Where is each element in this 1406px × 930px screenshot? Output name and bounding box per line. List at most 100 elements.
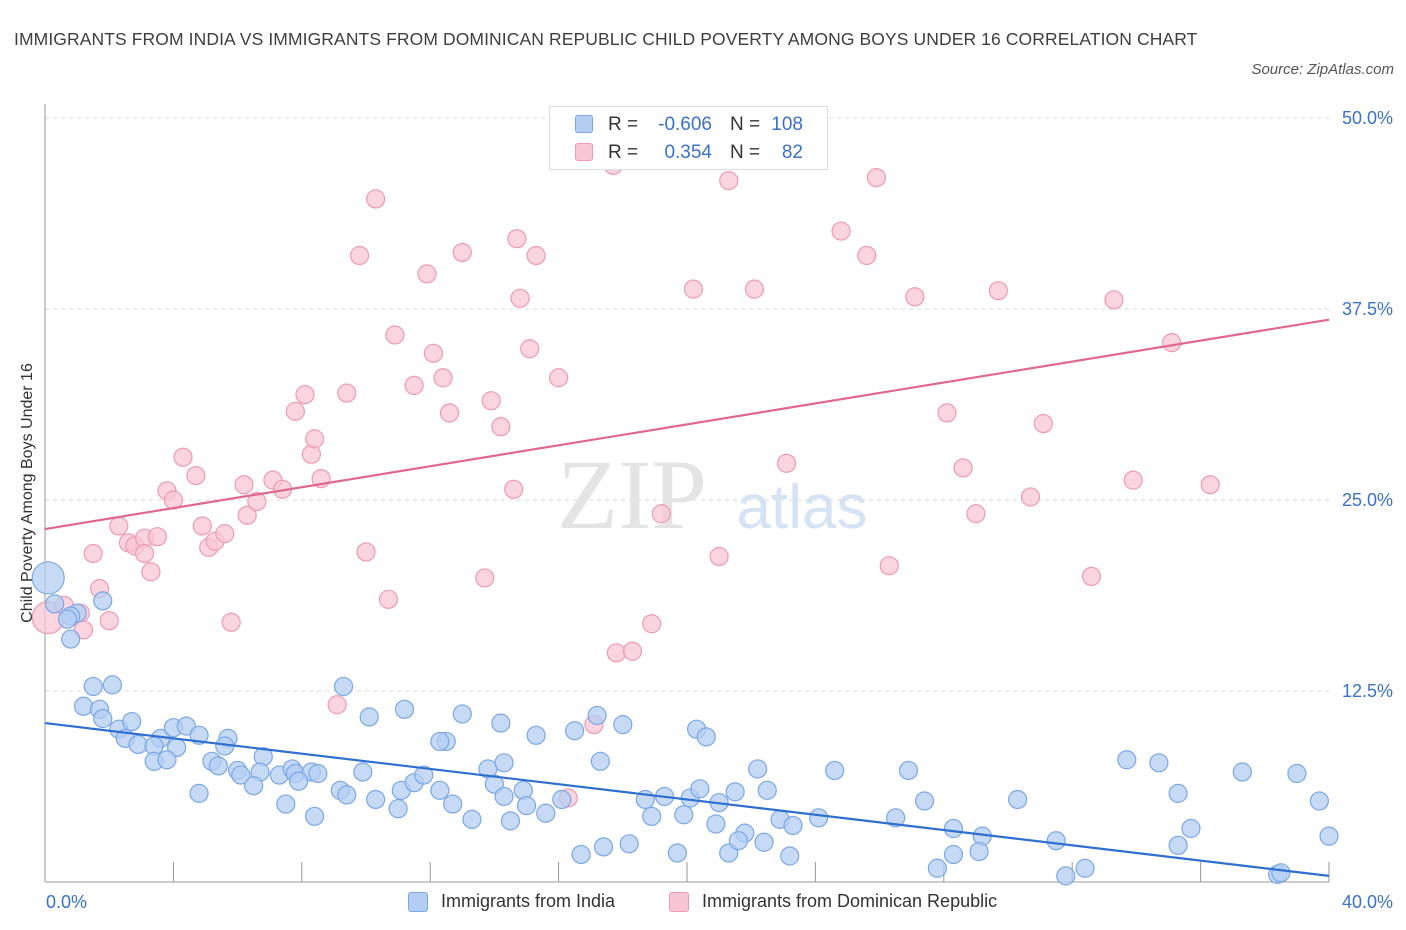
india-point — [590, 751, 610, 771]
india-point — [57, 609, 78, 629]
y-axis-label: Child Poverty Among Boys Under 16 — [19, 363, 36, 623]
india-point — [1008, 789, 1028, 810]
india-point — [886, 808, 906, 828]
india-point — [1287, 763, 1307, 784]
dominican-republic-point — [109, 516, 129, 536]
india-point — [414, 765, 434, 785]
india-point — [452, 704, 472, 724]
dominican-republic-point — [966, 504, 986, 524]
india-point — [157, 750, 177, 770]
y-tick-label: 12.5% — [1342, 681, 1393, 701]
grid-lines — [45, 117, 1329, 692]
dominican-republic-point — [385, 325, 405, 345]
india-point — [809, 808, 829, 828]
dominican-republic-point — [642, 614, 662, 634]
india-point — [1056, 866, 1076, 886]
dominican-republic-point — [327, 695, 347, 715]
india-point — [780, 846, 800, 866]
dominican-republic-point — [719, 171, 739, 191]
india-point — [1075, 858, 1095, 878]
dominican-republic-point — [866, 167, 886, 188]
dominican-republic-point — [651, 504, 671, 524]
legend-row-dominican-republic: R = 0.354 N = 82 — [550, 138, 827, 166]
india-point — [1181, 818, 1201, 839]
india-point — [1149, 753, 1169, 773]
legend-label-dominican-republic: Immigrants from Dominican Republic — [702, 891, 998, 911]
dominican-republic-point — [221, 612, 241, 632]
y-tick-label: 37.5% — [1342, 299, 1393, 319]
dominican-republic-point — [247, 491, 267, 512]
dominican-republic-point — [83, 543, 103, 564]
axes — [44, 104, 1330, 883]
india-point — [102, 675, 123, 695]
dominican-republic-point — [937, 403, 957, 423]
india-point — [674, 805, 694, 825]
dominican-republic-point — [1200, 475, 1220, 495]
india-point — [1271, 863, 1291, 883]
dominican-republic-point — [295, 384, 315, 405]
n-label: N = — [730, 142, 761, 163]
india-point — [613, 715, 633, 735]
india-point — [969, 841, 989, 862]
dominican-republic-point — [1104, 290, 1124, 310]
dominican-republic-point — [337, 383, 357, 403]
dominican-republic-point — [366, 189, 386, 209]
india-point — [430, 731, 450, 752]
dominican-republic-point — [953, 458, 973, 478]
dominican-republic-point — [905, 287, 925, 307]
dominican-republic-point — [439, 403, 460, 423]
dominican-republic-point — [417, 264, 437, 284]
dominican-republic-point — [404, 375, 424, 395]
india-point — [728, 831, 748, 851]
india-point — [31, 561, 65, 595]
r-label: R = — [608, 114, 639, 135]
dominican-republic-point — [134, 543, 155, 564]
india-point — [61, 629, 81, 649]
india-point — [430, 780, 450, 800]
india-point — [783, 815, 803, 836]
r-label: R = — [608, 142, 639, 163]
y-tick-label: 25.0% — [1342, 490, 1393, 510]
dominican-republic-point — [215, 524, 235, 544]
india-point — [494, 786, 514, 807]
series-dominican-republic — [31, 155, 1220, 808]
dominican-republic-point — [356, 542, 376, 562]
dominican-republic-point — [683, 279, 704, 299]
india-point — [536, 803, 556, 823]
india-point — [231, 765, 251, 785]
india-point — [83, 676, 103, 697]
india-point — [1232, 762, 1252, 782]
india-point — [667, 843, 687, 863]
india-point — [593, 837, 614, 857]
dominican-republic-point — [1033, 414, 1053, 434]
dominican-republic-point — [1081, 566, 1102, 587]
india-point — [516, 795, 537, 816]
r-value: 0.354 — [664, 142, 712, 163]
legend-row-india: R = -0.606 N = 108 — [550, 110, 827, 138]
india-point — [754, 832, 774, 852]
india-point — [571, 844, 591, 865]
india-point — [757, 780, 777, 800]
india-point — [305, 806, 325, 826]
dominican-republic-point — [305, 429, 325, 449]
x-tick-label: 40.0% — [1342, 892, 1393, 912]
dominican-republic-point — [234, 475, 254, 495]
india-point — [898, 760, 919, 781]
dominican-republic-point — [504, 479, 524, 499]
india-point — [1309, 791, 1329, 811]
india-point — [494, 753, 514, 773]
series-india — [31, 561, 1339, 886]
india-point — [208, 756, 228, 776]
dominican-republic-point — [857, 245, 877, 266]
dominican-republic-point — [988, 281, 1008, 301]
india-point — [552, 789, 572, 810]
dominican-republic-point — [548, 368, 569, 388]
dominican-republic-point — [147, 527, 167, 547]
india-point — [1168, 835, 1188, 855]
dominican-republic-point — [622, 641, 643, 661]
india-point — [462, 809, 482, 829]
india-point — [526, 725, 546, 745]
dominican-republic-point — [744, 279, 765, 299]
india-point — [642, 806, 662, 826]
